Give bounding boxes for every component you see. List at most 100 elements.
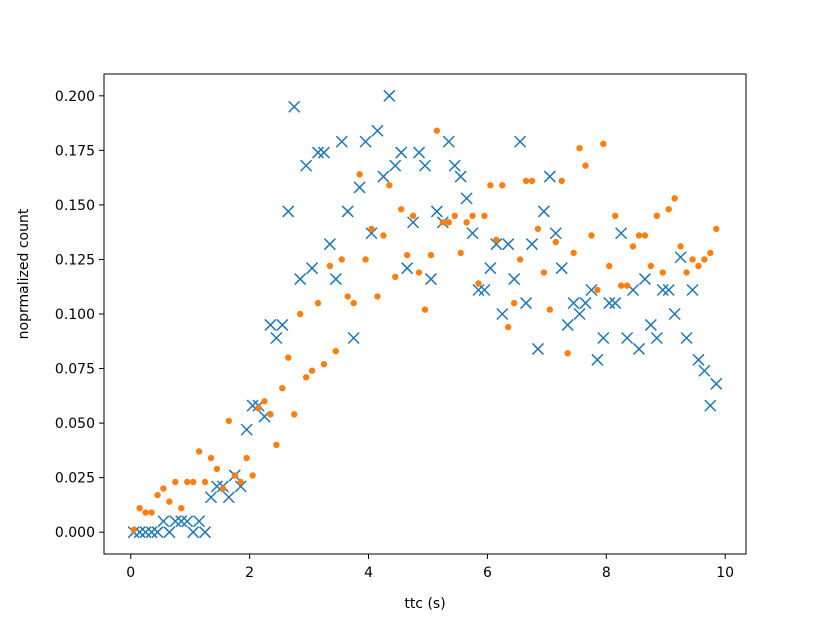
x-marker-point — [187, 526, 200, 539]
x-marker-point — [460, 192, 473, 205]
x-marker-point — [222, 491, 235, 504]
dot-marker-point — [415, 269, 423, 276]
dot-marker-point — [463, 219, 470, 226]
y-axis: 0.000 0.025 0.050 0.075 0.100 0.125 0.150 0.175… — [55, 89, 104, 541]
x-marker-point — [454, 170, 467, 183]
x-marker-point — [264, 318, 277, 331]
dot-marker-point — [184, 478, 191, 486]
x-marker-point — [680, 331, 693, 345]
x-marker-point — [484, 262, 497, 275]
series-2 — [130, 127, 720, 534]
x-marker-point — [181, 515, 194, 528]
x-marker-point — [448, 159, 461, 172]
dot-marker-point — [469, 212, 476, 220]
dot-marker-point — [362, 256, 369, 263]
x-marker-point — [549, 227, 562, 240]
dot-marker-point — [403, 251, 411, 259]
y-tick-label: 0.000 — [55, 525, 95, 541]
x-marker-point — [377, 170, 390, 183]
dot-marker-point — [594, 286, 601, 294]
x-marker-point — [502, 238, 515, 251]
dot-marker-point — [374, 293, 381, 300]
dot-marker-point — [641, 232, 649, 239]
dot-marker-point — [457, 249, 464, 257]
dot-marker-point — [386, 182, 393, 189]
dot-marker-point — [582, 162, 589, 169]
x-marker-point — [204, 491, 218, 504]
series-layer — [127, 89, 723, 539]
x-marker-point — [704, 399, 717, 412]
x-marker-point — [407, 216, 420, 229]
x-marker-point — [698, 364, 711, 377]
dot-marker-point — [172, 478, 179, 486]
x-marker-point — [306, 262, 319, 275]
x-marker-point — [240, 423, 253, 436]
x-marker-point — [490, 238, 503, 251]
dot-marker-point — [160, 485, 167, 492]
x-marker-point — [311, 146, 325, 159]
dot-marker-point — [207, 454, 215, 462]
x-marker-point — [401, 262, 414, 275]
x-marker-point — [430, 205, 443, 218]
x-marker-point — [151, 526, 164, 539]
y-tick-label: 0.200 — [55, 89, 95, 105]
dot-marker-point — [629, 243, 637, 250]
dot-marker-point — [308, 367, 316, 374]
dot-marker-point — [635, 232, 643, 239]
dot-marker-point — [576, 144, 583, 152]
x-marker-point — [514, 135, 527, 148]
x-marker-point — [579, 297, 592, 310]
dot-marker-point — [540, 269, 548, 276]
x-marker-point — [531, 342, 544, 355]
dot-marker-point — [552, 238, 559, 246]
x-marker-point — [145, 526, 158, 539]
x-marker-point — [591, 353, 604, 366]
x-marker-point — [276, 318, 289, 331]
dot-marker-point — [677, 243, 684, 250]
x-marker-point — [169, 515, 182, 528]
x-marker-point — [335, 135, 348, 148]
dot-marker-point — [689, 256, 696, 263]
dot-marker-point — [499, 182, 506, 189]
y-tick-label: 0.025 — [55, 471, 95, 487]
dot-marker-point — [617, 282, 625, 289]
x-marker-point — [323, 238, 336, 251]
x-marker-point — [288, 100, 301, 113]
x-marker-point — [567, 297, 580, 310]
dot-marker-point — [516, 256, 524, 263]
x-marker-point — [638, 273, 651, 286]
dot-marker-point — [409, 212, 417, 220]
dot-marker-point — [659, 269, 666, 276]
dot-marker-point — [255, 404, 262, 412]
x-marker-point — [413, 146, 426, 159]
dot-marker-point — [707, 249, 714, 257]
x-marker-point — [353, 181, 366, 194]
x-marker-point — [365, 227, 378, 240]
dot-marker-point — [445, 219, 452, 226]
x-marker-point — [609, 297, 622, 310]
dot-marker-point — [285, 354, 292, 361]
x-marker-point — [478, 283, 491, 297]
x-marker-point — [561, 318, 574, 331]
dot-marker-point — [481, 212, 488, 220]
dot-marker-point — [273, 441, 280, 449]
x-marker-point — [508, 273, 521, 286]
dot-marker-point — [291, 411, 298, 418]
dot-marker-point — [332, 347, 340, 355]
dot-marker-point — [433, 127, 441, 134]
dot-marker-point — [201, 478, 209, 486]
dot-marker-point — [178, 504, 185, 512]
dot-marker-point — [142, 509, 149, 516]
dot-marker-point — [380, 232, 387, 239]
dot-marker-point — [510, 299, 518, 307]
x-marker-point — [329, 273, 342, 286]
dot-marker-point — [267, 411, 274, 418]
x-marker-point — [710, 377, 723, 390]
dot-marker-point — [564, 350, 571, 357]
x-marker-point — [650, 331, 663, 345]
series-1 — [127, 89, 723, 539]
x-marker-point — [193, 515, 206, 528]
dot-marker-point — [243, 454, 250, 462]
x-axis: 0 2 4 6 8 10 — [126, 554, 734, 581]
